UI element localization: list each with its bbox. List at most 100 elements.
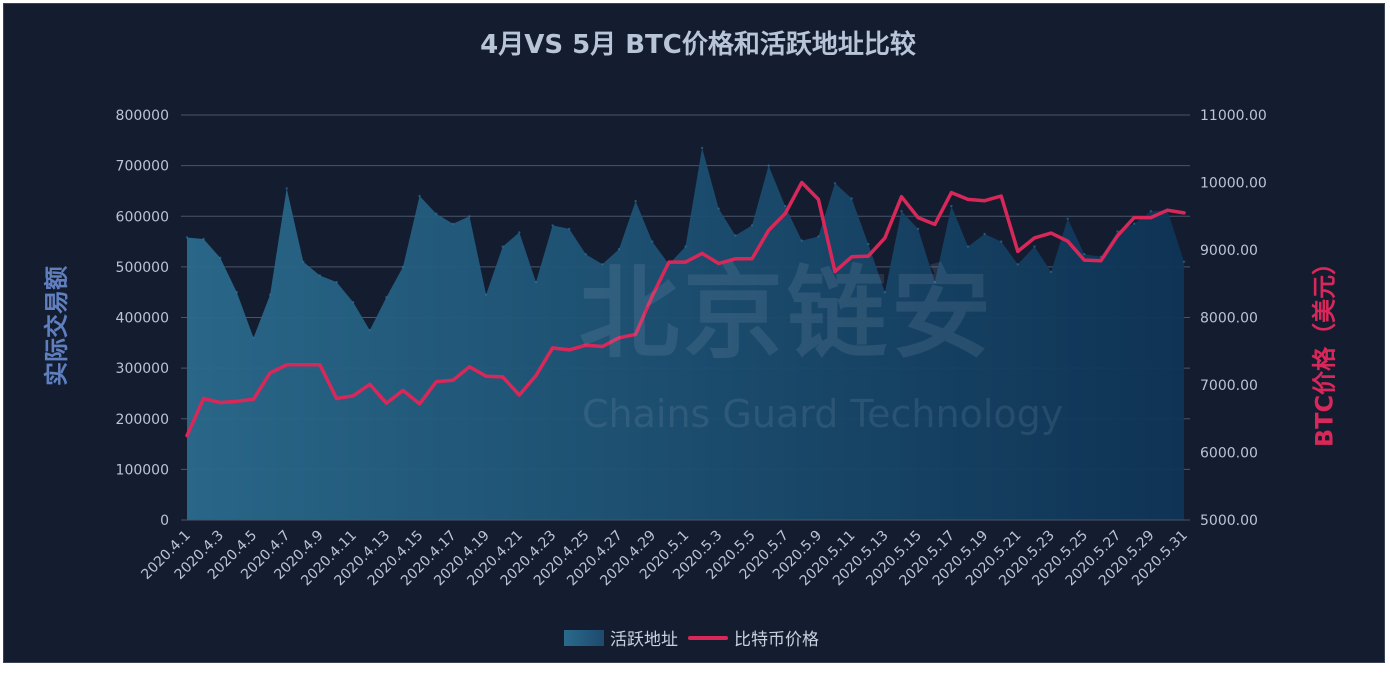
y-left-tick-label: 0 (160, 513, 169, 529)
area-point (302, 260, 305, 263)
line-point (434, 380, 438, 384)
y-right-tick-label: 7000.00 (1200, 378, 1258, 394)
y-right-tick-label: 10000.00 (1200, 176, 1267, 192)
y-right-tick-label: 9000.00 (1200, 243, 1258, 259)
area-point (617, 248, 621, 251)
area-point (950, 204, 953, 208)
line-point (1099, 259, 1103, 263)
area-point (784, 204, 787, 208)
area-point (401, 265, 405, 269)
area-point (1149, 210, 1153, 213)
line-point (1149, 216, 1153, 220)
area-point (484, 293, 488, 296)
line-point (301, 363, 305, 367)
area-point (601, 263, 604, 266)
area-point (368, 329, 371, 332)
line-point (252, 397, 255, 401)
legend-area-swatch (564, 629, 604, 646)
area-point (235, 291, 238, 294)
area-point (285, 187, 288, 190)
area-point (584, 253, 587, 256)
area-point (335, 280, 338, 284)
area-point (817, 235, 820, 238)
area-point (1000, 240, 1003, 243)
line-point (368, 382, 372, 386)
line-point (1049, 231, 1053, 235)
area-point (385, 296, 388, 299)
line-point (1066, 239, 1070, 243)
line-point (451, 378, 455, 382)
line-point (318, 363, 322, 367)
line-point (268, 371, 272, 375)
area-point (568, 227, 571, 231)
line-point (235, 399, 239, 403)
line-point (684, 260, 687, 264)
y-left-tick-label: 100000 (116, 462, 169, 478)
line-point (949, 191, 953, 195)
area-point (268, 293, 272, 296)
area-point (850, 197, 853, 200)
area-point (966, 245, 970, 248)
y-left-tick-label: 600000 (116, 209, 169, 225)
area-point (734, 234, 737, 237)
line-point (717, 262, 721, 265)
area-point (1049, 270, 1053, 274)
y-left-tick-label: 400000 (116, 311, 169, 327)
line-point (468, 365, 471, 369)
line-point (600, 345, 604, 348)
area-point (700, 146, 704, 150)
area-point (767, 164, 770, 167)
legend-item-active-addresses[interactable]: 活跃地址 (564, 625, 678, 650)
area-point (1116, 230, 1119, 233)
line-point (202, 397, 206, 400)
line-point (1033, 236, 1036, 240)
line-point (750, 257, 754, 261)
area-point (534, 280, 538, 284)
line-point (866, 254, 870, 258)
area-point (435, 212, 438, 215)
area-point (418, 194, 421, 198)
area-point (1016, 263, 1019, 266)
area-point (252, 336, 255, 339)
area-point (1182, 260, 1186, 263)
line-point (966, 197, 970, 201)
line-point (534, 374, 538, 377)
legend: 活跃地址 比特币价格 (564, 625, 819, 650)
watermark-english: Chains Guard Technology (582, 392, 1064, 436)
area-point (318, 274, 322, 277)
line-point (667, 260, 671, 264)
line-point (883, 236, 887, 240)
line-point (567, 348, 571, 352)
y-right-tick-label: 5000.00 (1200, 513, 1258, 529)
chart-panel: 4月VS 5月 BTC价格和活跃地址比较 实际交易额 BTC价格（美元） 800… (3, 3, 1385, 663)
area-point (833, 182, 837, 185)
legend-line-swatch (688, 635, 728, 640)
line-point (384, 401, 388, 405)
line-point (285, 363, 289, 367)
line-point (617, 336, 621, 340)
chart-plot: 800000 700000 600000 500000 400000 300000 2000… (116, 108, 1267, 589)
legend-item-btc-price[interactable]: 比特币价格 (688, 625, 819, 650)
area-point (800, 239, 803, 242)
area-point (883, 291, 887, 294)
area-point (518, 231, 521, 234)
y-left-tick-label: 800000 (116, 108, 169, 124)
line-point (767, 228, 771, 232)
line-point (584, 343, 588, 347)
line-point (401, 388, 405, 392)
y-right-tick-label: 6000.00 (1200, 446, 1258, 462)
area-point (916, 227, 920, 231)
line-point (484, 374, 488, 378)
line-point (1165, 208, 1169, 212)
area-point (1033, 245, 1036, 248)
y-left-tick-label: 500000 (116, 260, 169, 276)
active-addresses-area (187, 147, 1184, 520)
area-point (684, 245, 687, 248)
line-point (517, 393, 521, 397)
line-point (999, 194, 1003, 198)
line-point (900, 195, 903, 199)
line-point (418, 402, 422, 406)
line-point (700, 251, 704, 255)
y-left-tick-label: 700000 (116, 159, 169, 175)
line-point (650, 294, 654, 298)
